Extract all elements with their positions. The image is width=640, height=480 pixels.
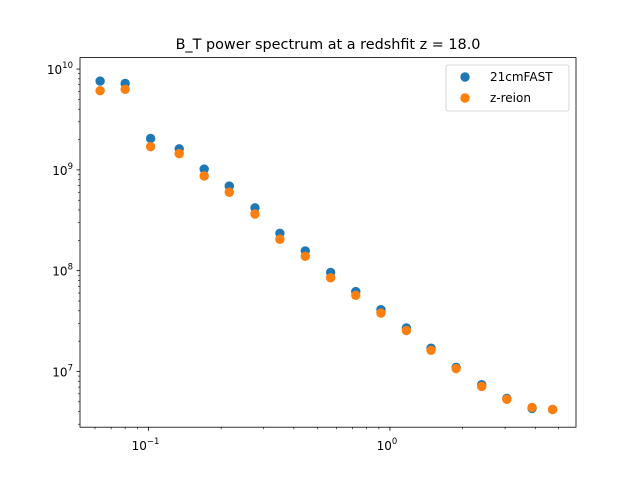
point-z-reion [145,141,156,152]
y-tick-label: 108 [52,263,73,279]
point-z-reion [250,209,260,219]
point-z-reion [351,290,361,300]
y-tick-label: 107 [52,363,73,379]
y-tick-label: 1010 [47,61,73,77]
point-z-reion [224,187,234,197]
y-tick-label: 109 [52,162,73,178]
point-z-reion [426,345,436,356]
point-z-reion [120,84,130,95]
point-z-reion [451,363,461,374]
legend-marker-z-reion [460,93,470,103]
point-z-reion [275,234,285,244]
point-z-reion [502,394,512,404]
point-z-reion [174,148,184,159]
legend-box [445,64,570,112]
legend: 21cmFAST z-reion [445,64,570,112]
legend-label-z-reion: z-reion [490,91,531,105]
point-z-reion [95,86,105,96]
x-axis: 10−1 100 [94,427,559,453]
point-21cmfast [145,133,156,144]
point-z-reion [547,404,558,415]
x-tick-label: 10−1 [132,437,160,453]
point-z-reion [477,381,487,392]
y-axis: 107 108 109 1010 [47,61,80,425]
x-tick-label: 100 [377,437,398,453]
point-z-reion [199,171,209,181]
point-21cmfast [199,164,209,174]
chart-title: B_T power spectrum at a redshfit z = 18.… [176,37,481,53]
point-z-reion [401,325,412,336]
data-points [95,76,558,415]
point-z-reion [300,251,310,261]
point-z-reion [376,308,386,318]
plot-frame [79,57,577,428]
legend-label-21cmfast: 21cmFAST [490,70,553,84]
point-21cmfast [95,76,105,86]
point-z-reion [527,402,537,413]
point-z-reion [325,273,336,283]
legend-marker-21cmfast [460,72,470,82]
